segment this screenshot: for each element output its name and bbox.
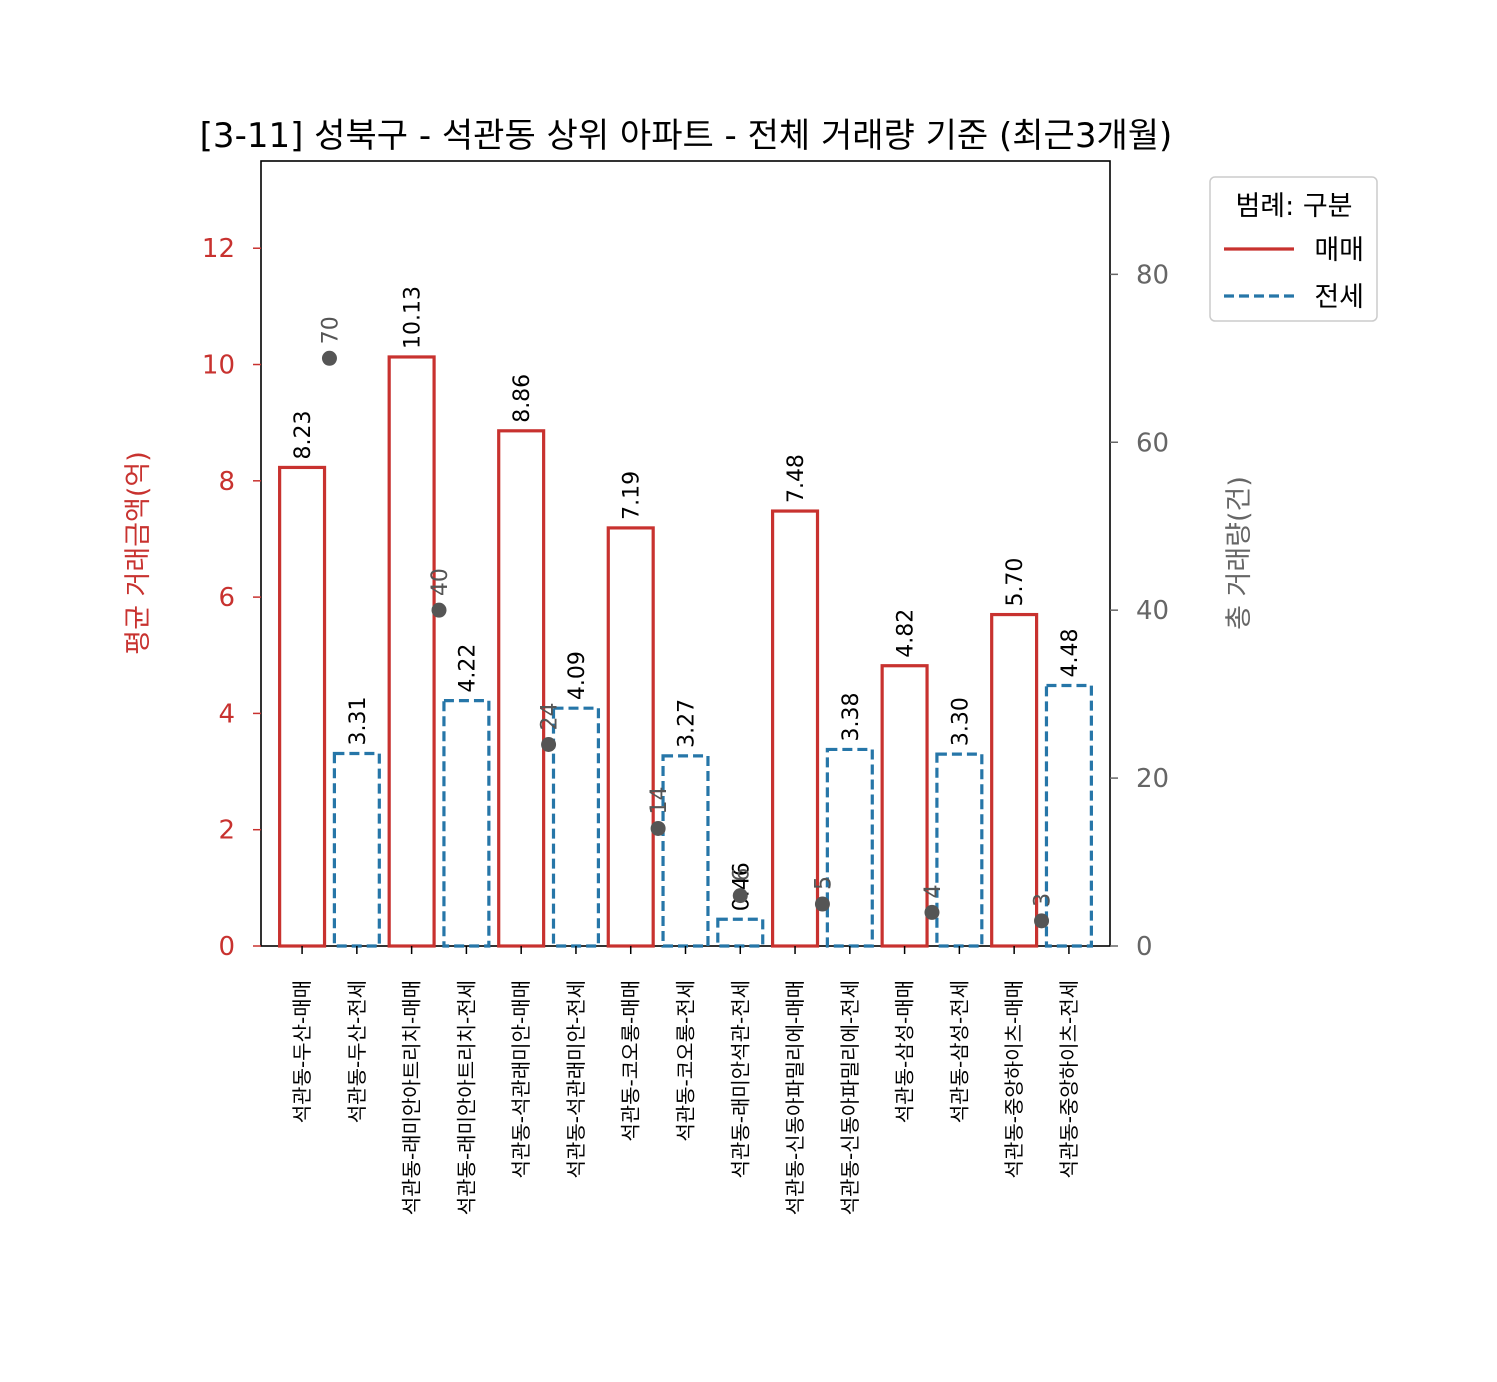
bar-sale — [278, 465, 327, 948]
x-tick-label: 석관동-중앙하이츠-전세 — [1057, 980, 1081, 1178]
x-tick-label: 석관동-코오롱-매매 — [619, 980, 643, 1142]
plot-area: 0246810120204060808.23석관동-두산-매매3.31석관동-두… — [202, 160, 1169, 1215]
y2-tick-label: 40 — [1136, 596, 1169, 626]
y-axis-label: 평균 거래금액(억) — [123, 451, 154, 655]
bar-value-label: 7.19 — [620, 471, 645, 520]
y2-tick-label: 0 — [1136, 932, 1153, 962]
bar-value-label: 4.09 — [565, 651, 590, 700]
bar-sale — [387, 355, 436, 948]
bar-value-label: 4.82 — [894, 609, 919, 658]
bar-value-label: 8.23 — [291, 410, 316, 459]
bar-value-label: 4.48 — [1058, 629, 1083, 678]
volume-point — [814, 896, 830, 912]
volume-point — [431, 602, 447, 618]
x-tick-label: 석관동-두산-전세 — [345, 980, 369, 1123]
volume-point — [1034, 913, 1050, 929]
volume-point — [924, 904, 940, 920]
y-tick-label: 12 — [202, 234, 235, 264]
volume-point — [732, 888, 748, 904]
bar-value-label: 8.86 — [510, 374, 535, 423]
bar-value-label: 3.30 — [948, 697, 973, 746]
y-tick-label: 2 — [218, 816, 235, 846]
bar-value-label: 7.48 — [784, 454, 809, 503]
chart-title: [3-11] 성북구 - 석관동 상위 아파트 - 전체 거래량 기준 (최근3… — [200, 116, 1173, 156]
bar-jeonse — [1044, 683, 1093, 948]
y2-tick-label: 20 — [1136, 764, 1169, 794]
volume-value-label: 4 — [921, 884, 946, 898]
x-tick-label: 석관동-래미안석관-전세 — [728, 980, 752, 1178]
y2-tick-label: 60 — [1136, 428, 1169, 458]
volume-value-label: 24 — [538, 703, 563, 731]
legend-title: 범례: 구분 — [1235, 191, 1352, 222]
bar-jeonse — [935, 752, 984, 948]
y-tick-label: 6 — [218, 583, 235, 613]
bar-jeonse — [661, 754, 710, 948]
legend-item-label: 전세 — [1314, 282, 1364, 313]
x-tick-label: 석관동-코오롱-전세 — [674, 980, 698, 1142]
bar-sale — [880, 664, 929, 948]
x-tick-label: 석관동-래미안아트리치-전세 — [454, 980, 478, 1215]
bar-jeonse — [332, 751, 381, 948]
y-tick-label: 0 — [218, 932, 235, 962]
y-tick-label: 4 — [218, 699, 235, 729]
bar-value-label: 3.31 — [346, 697, 371, 746]
bar-value-label: 5.70 — [1003, 558, 1028, 607]
bar-value-label: 4.22 — [455, 644, 480, 693]
bar-value-label: 10.13 — [401, 286, 426, 349]
x-tick-label: 석관동-삼성-매매 — [893, 980, 917, 1123]
x-tick-label: 석관동-삼성-전세 — [947, 980, 971, 1123]
volume-value-label: 70 — [318, 316, 343, 344]
y2-axis-label: 총 거래량(건) — [1224, 476, 1255, 630]
bar-jeonse — [551, 706, 601, 948]
bar-jeonse — [825, 747, 874, 948]
x-tick-label: 석관동-석관래미안-전세 — [564, 980, 588, 1178]
y-tick-label: 8 — [218, 467, 235, 497]
bar-sale — [497, 429, 546, 948]
x-tick-label: 석관동-신동아파밀리에-전세 — [838, 980, 862, 1215]
volume-value-label: 3 — [1031, 893, 1056, 907]
y-tick-label: 10 — [202, 351, 235, 381]
bar-value-label: 0.46 — [729, 862, 754, 911]
x-tick-label: 석관동-석관래미안-매매 — [509, 980, 533, 1178]
x-tick-label: 석관동-래미안아트리치-매매 — [400, 980, 424, 1215]
volume-point — [541, 737, 557, 753]
bar-sale — [606, 526, 655, 948]
bar-value-label: 3.38 — [839, 692, 864, 741]
bar-jeonse — [716, 917, 765, 948]
volume-value-label: 6 — [729, 868, 754, 882]
legend-item-label: 매매 — [1314, 235, 1364, 266]
volume-point — [650, 820, 666, 836]
y2-tick-label: 80 — [1136, 260, 1169, 290]
bar-jeonse — [442, 699, 491, 948]
x-tick-label: 석관동-신동아파밀리에-매매 — [783, 980, 807, 1215]
x-tick-label: 석관동-두산-매매 — [290, 980, 314, 1123]
bar-value-label: 3.27 — [675, 699, 700, 748]
volume-point — [321, 350, 337, 366]
volume-value-label: 14 — [647, 786, 672, 814]
volume-value-label: 5 — [811, 876, 836, 890]
x-tick-label: 석관동-중앙하이츠-매매 — [1002, 980, 1026, 1178]
volume-value-label: 40 — [428, 568, 453, 596]
